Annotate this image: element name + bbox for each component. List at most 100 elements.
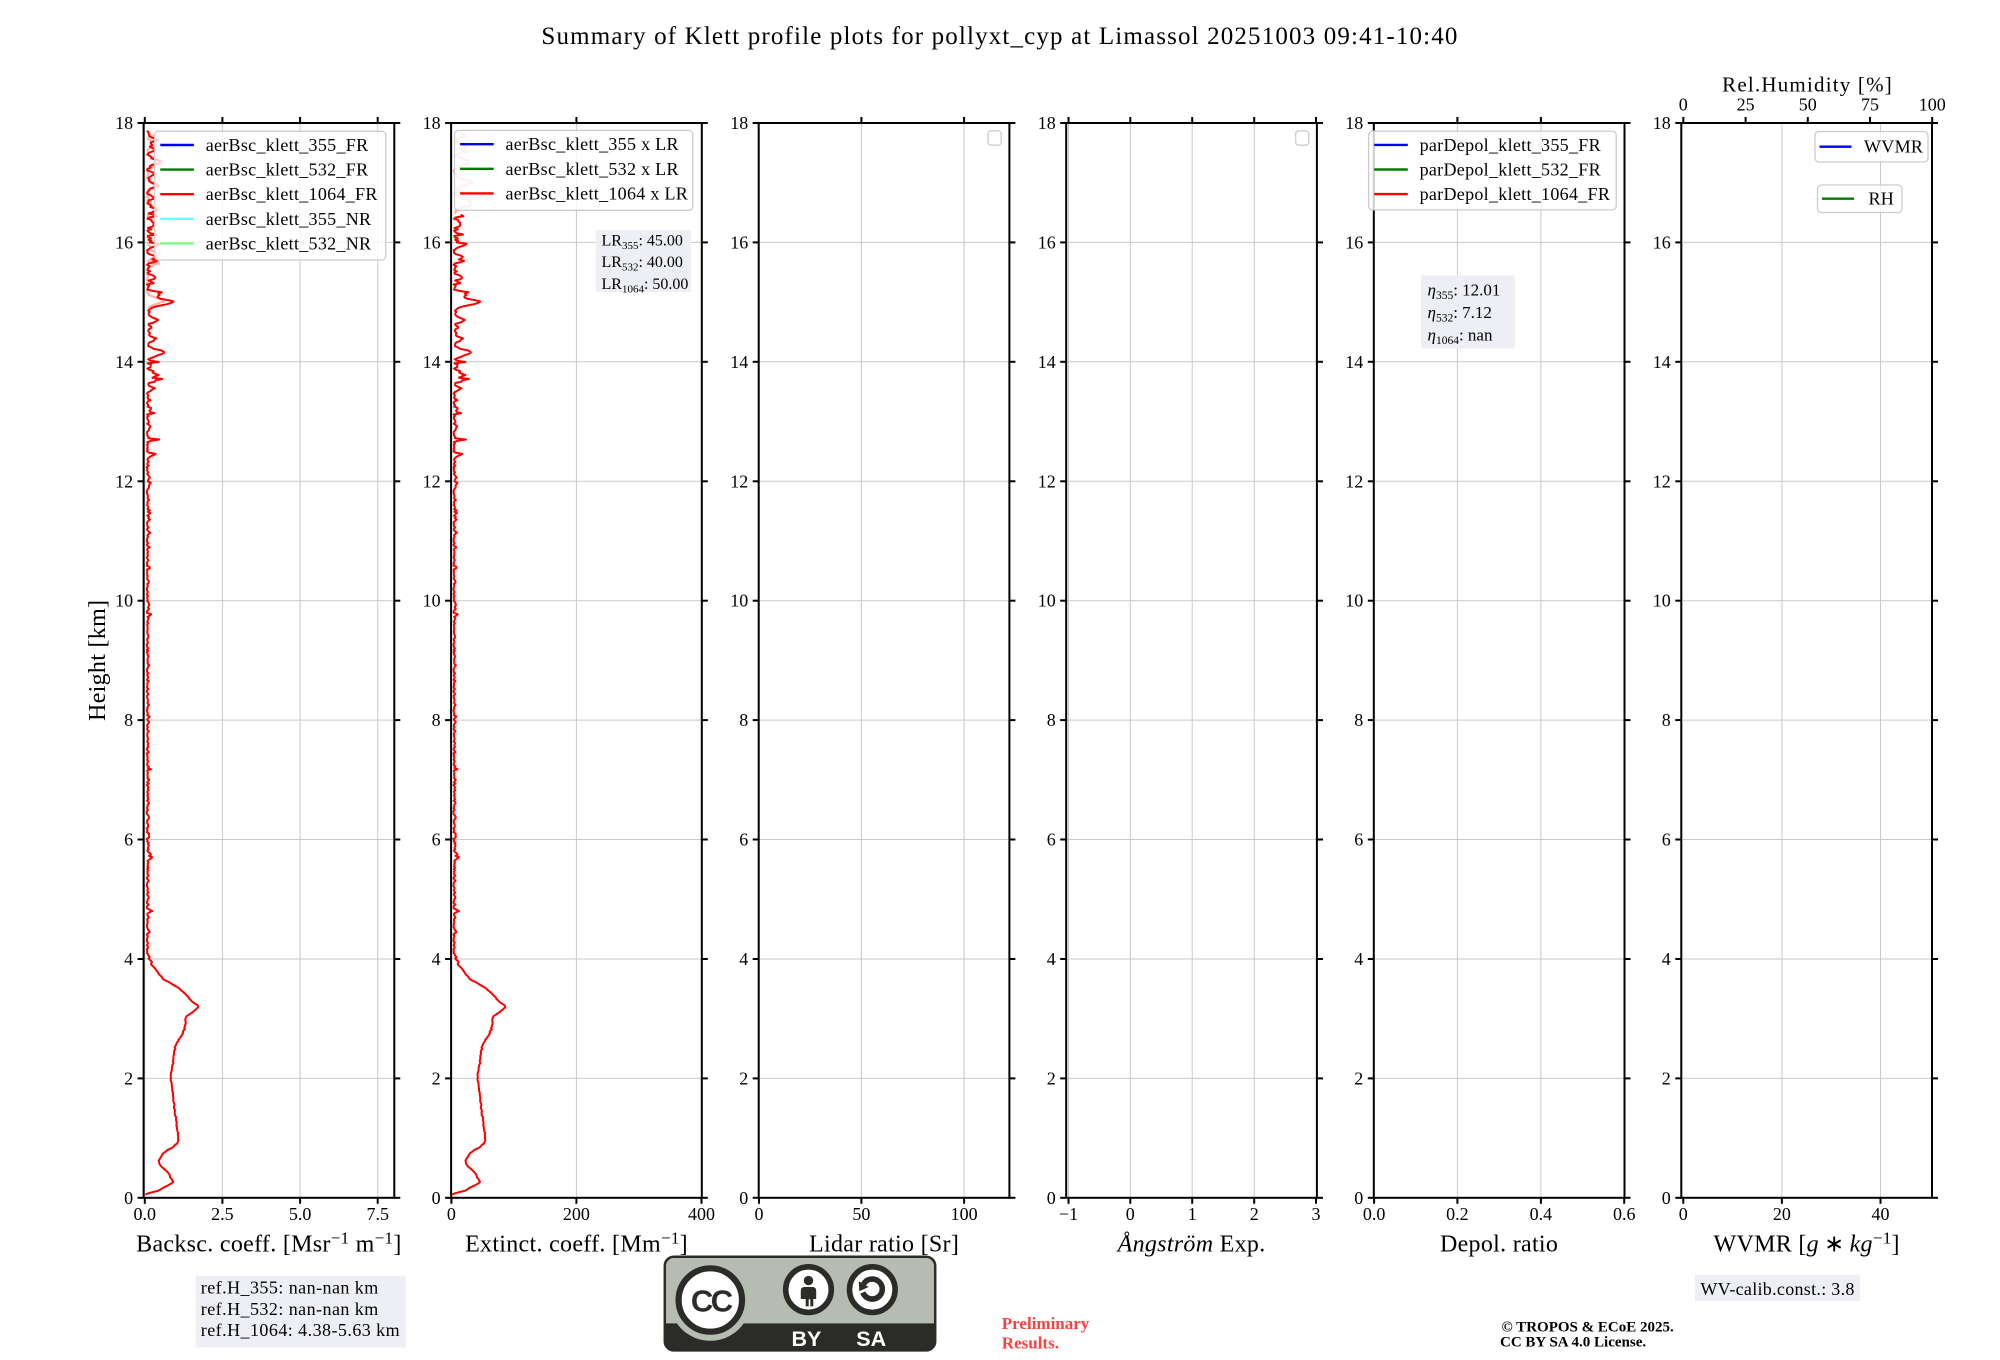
svg-text:2: 2 (739, 1068, 748, 1088)
svg-text:14: 14 (730, 352, 748, 372)
svg-text:10: 10 (423, 591, 441, 611)
svg-text:0.2: 0.2 (1446, 1204, 1469, 1224)
svg-text:aerBsc_klett_1064 x LR: aerBsc_klett_1064 x LR (506, 183, 689, 203)
svg-text:WVMR [g ∗ kg−1]: WVMR [g ∗ kg−1] (1714, 1229, 1900, 1258)
svg-text:3: 3 (1312, 1204, 1321, 1224)
svg-text:2: 2 (1354, 1068, 1363, 1088)
svg-text:8: 8 (124, 710, 133, 730)
svg-text:0: 0 (739, 1188, 748, 1208)
svg-text:16: 16 (1345, 232, 1363, 252)
svg-text:0: 0 (1679, 95, 1688, 115)
svg-text:12: 12 (1038, 471, 1056, 491)
svg-text:16: 16 (730, 232, 748, 252)
svg-text:RH: RH (1869, 189, 1895, 209)
svg-text:2.5: 2.5 (211, 1204, 234, 1224)
svg-text:Extinct. coeff. [Mm−1]: Extinct. coeff. [Mm−1] (465, 1229, 688, 1258)
svg-text:0: 0 (447, 1204, 456, 1224)
svg-text:aerBsc_klett_532 x LR: aerBsc_klett_532 x LR (506, 159, 679, 179)
svg-text:14: 14 (1653, 352, 1671, 372)
svg-text:8: 8 (1354, 710, 1363, 730)
svg-text:12: 12 (423, 471, 441, 491)
svg-text:6: 6 (1354, 830, 1363, 850)
svg-text:0: 0 (755, 1204, 764, 1224)
svg-text:18: 18 (730, 113, 748, 133)
svg-text:Results.: Results. (1002, 1334, 1059, 1353)
svg-text:ref.H_355: nan-nan km: ref.H_355: nan-nan km (201, 1277, 379, 1297)
svg-text:2: 2 (1662, 1068, 1671, 1088)
svg-text:parDepol_klett_355_FR: parDepol_klett_355_FR (1420, 135, 1601, 155)
svg-text:© TROPOS & ECoE 2025.: © TROPOS & ECoE 2025. (1502, 1320, 1674, 1336)
svg-text:10: 10 (115, 591, 133, 611)
svg-text:10: 10 (1345, 591, 1363, 611)
svg-text:12: 12 (1345, 471, 1363, 491)
svg-text:aerBsc_klett_532_FR: aerBsc_klett_532_FR (206, 160, 369, 180)
svg-text:aerBsc_klett_1064_FR: aerBsc_klett_1064_FR (206, 184, 378, 204)
svg-text:0.0: 0.0 (1363, 1204, 1386, 1224)
svg-text:12: 12 (730, 471, 748, 491)
svg-text:18: 18 (115, 113, 133, 133)
svg-text:Depol. ratio: Depol. ratio (1440, 1232, 1558, 1258)
svg-text:14: 14 (1038, 352, 1056, 372)
svg-text:14: 14 (115, 352, 133, 372)
svg-text:6: 6 (124, 830, 133, 850)
svg-text:18: 18 (1653, 113, 1671, 133)
svg-text:18: 18 (1038, 113, 1056, 133)
svg-text:0: 0 (1047, 1188, 1056, 1208)
svg-text:η1064: nan: η1064: nan (1428, 326, 1493, 348)
svg-text:Backsc. coeff. [Msr−1 m−1]: Backsc. coeff. [Msr−1 m−1] (136, 1229, 401, 1258)
svg-text:ref.H_1064: 4.38-5.63 km: ref.H_1064: 4.38-5.63 km (201, 1320, 400, 1340)
svg-text:aerBsc_klett_532_NR: aerBsc_klett_532_NR (206, 233, 372, 253)
svg-text:BY: BY (791, 1327, 821, 1351)
svg-text:WVMR: WVMR (1864, 137, 1923, 157)
svg-text:2: 2 (124, 1068, 133, 1088)
svg-text:18: 18 (423, 113, 441, 133)
svg-text:CC: CC (691, 1284, 733, 1319)
svg-text:0: 0 (1662, 1188, 1671, 1208)
svg-text:16: 16 (1653, 232, 1671, 252)
svg-text:4: 4 (432, 949, 441, 969)
svg-text:4: 4 (1354, 949, 1363, 969)
svg-text:8: 8 (1662, 710, 1671, 730)
svg-text:0.0: 0.0 (134, 1204, 157, 1224)
svg-text:4: 4 (739, 949, 748, 969)
svg-text:0: 0 (1679, 1204, 1688, 1224)
svg-text:ref.H_532: nan-nan km: ref.H_532: nan-nan km (201, 1299, 379, 1319)
svg-text:2: 2 (1047, 1068, 1056, 1088)
svg-text:2: 2 (1250, 1204, 1259, 1224)
svg-text:0: 0 (1354, 1188, 1363, 1208)
svg-text:20: 20 (1773, 1204, 1791, 1224)
svg-text:0: 0 (124, 1188, 133, 1208)
svg-text:25: 25 (1737, 95, 1755, 115)
svg-text:LR1064: 50.00: LR1064: 50.00 (602, 276, 689, 296)
svg-text:parDepol_klett_532_FR: parDepol_klett_532_FR (1420, 160, 1601, 180)
svg-text:Preliminary: Preliminary (1002, 1314, 1090, 1333)
svg-text:0.4: 0.4 (1530, 1204, 1553, 1224)
svg-text:Lidar ratio [Sr]: Lidar ratio [Sr] (809, 1232, 959, 1258)
svg-text:100: 100 (951, 1204, 978, 1224)
svg-text:8: 8 (432, 710, 441, 730)
svg-text:aerBsc_klett_355 x LR: aerBsc_klett_355 x LR (506, 134, 679, 154)
svg-text:CC BY SA 4.0 License.: CC BY SA 4.0 License. (1500, 1334, 1646, 1350)
svg-text:Summary of Klett profile plots: Summary of Klett profile plots for polly… (541, 23, 1458, 50)
svg-text:200: 200 (563, 1204, 590, 1224)
svg-text:Rel.Humidity [%]: Rel.Humidity [%] (1722, 73, 1893, 97)
svg-text:−1: −1 (1059, 1204, 1078, 1224)
svg-text:75: 75 (1861, 95, 1879, 115)
svg-text:0.6: 0.6 (1613, 1204, 1636, 1224)
svg-text:0: 0 (432, 1188, 441, 1208)
svg-text:6: 6 (1047, 830, 1056, 850)
svg-text:100: 100 (1919, 95, 1946, 115)
svg-text:η532: 7.12: η532: 7.12 (1428, 303, 1492, 325)
svg-text:LR532: 40.00: LR532: 40.00 (602, 254, 683, 274)
svg-text:parDepol_klett_1064_FR: parDepol_klett_1064_FR (1420, 184, 1611, 204)
svg-text:2: 2 (432, 1068, 441, 1088)
svg-text:η355: 12.01: η355: 12.01 (1428, 281, 1501, 303)
svg-text:SA: SA (856, 1327, 886, 1351)
svg-text:12: 12 (1653, 471, 1671, 491)
svg-text:4: 4 (1047, 949, 1056, 969)
svg-text:400: 400 (688, 1204, 715, 1224)
svg-text:Height [km]: Height [km] (85, 600, 111, 721)
svg-text:4: 4 (124, 949, 133, 969)
svg-text:16: 16 (1038, 232, 1056, 252)
svg-text:4: 4 (1662, 949, 1671, 969)
